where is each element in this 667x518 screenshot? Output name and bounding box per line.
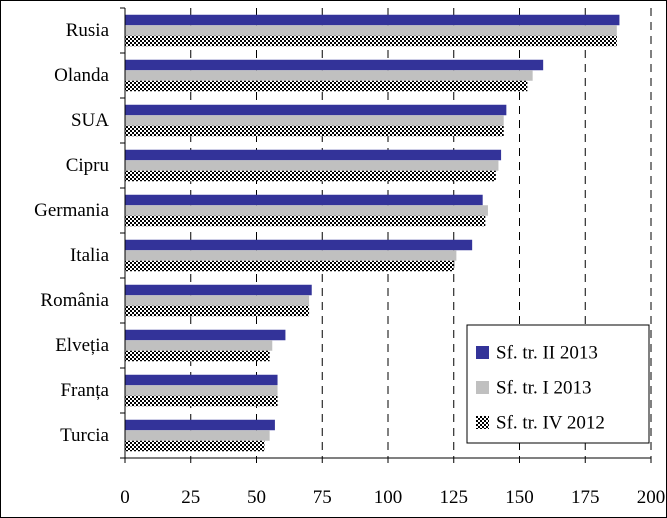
bar-italia-series-3 bbox=[125, 260, 454, 272]
bar-italia-series-1 bbox=[125, 239, 473, 251]
bar-rusia-series-2 bbox=[125, 25, 617, 36]
legend-label-3: Sf. tr. IV 2012 bbox=[496, 413, 605, 434]
bar-germania-series-3 bbox=[125, 215, 486, 227]
x-tick-label-175: 175 bbox=[571, 487, 600, 508]
category-label-olanda: Olanda bbox=[54, 65, 109, 86]
bar-olanda-series-3 bbox=[125, 80, 528, 92]
x-tick-label-75: 75 bbox=[313, 487, 332, 508]
x-tick-label-100: 100 bbox=[374, 487, 403, 508]
bar-rusia-series-1 bbox=[125, 14, 620, 26]
bar-turcia-series-3 bbox=[125, 440, 265, 452]
bar-sua-series-1 bbox=[125, 104, 507, 116]
bar-rusia-series-3 bbox=[125, 35, 617, 47]
category-label-germania: Germania bbox=[34, 200, 109, 221]
bar-romania-series-1 bbox=[125, 284, 312, 296]
category-label-elvetia: Elveția bbox=[55, 335, 109, 356]
x-tick-label-50: 50 bbox=[247, 487, 266, 508]
category-label-turcia: Turcia bbox=[60, 425, 109, 446]
bar-turcia-series-2 bbox=[125, 430, 270, 441]
category-label-romania: România bbox=[40, 290, 109, 311]
bar-cipru-series-3 bbox=[125, 170, 496, 182]
bar-olanda-series-2 bbox=[125, 70, 533, 81]
legend: Sf. tr. II 2013 Sf. tr. I 2013 Sf. tr. IV … bbox=[466, 324, 650, 444]
bar-germania-series-1 bbox=[125, 194, 483, 206]
category-label-rusia: Rusia bbox=[66, 20, 110, 41]
category-label-cipru: Cipru bbox=[66, 155, 110, 176]
bar-elvetia-series-1 bbox=[125, 329, 286, 341]
bar-italia-series-2 bbox=[125, 250, 457, 261]
category-label-sua: SUA bbox=[71, 110, 109, 131]
x-tick-label-150: 150 bbox=[505, 487, 534, 508]
legend-label-1: Sf. tr. II 2013 bbox=[496, 343, 598, 364]
category-label-italia: Italia bbox=[70, 245, 110, 266]
bar-franta-series-1 bbox=[125, 374, 278, 386]
bar-franta-series-3 bbox=[125, 395, 278, 407]
bar-cipru-series-1 bbox=[125, 149, 502, 161]
x-tick-label-0: 0 bbox=[120, 487, 130, 508]
legend-swatch-3 bbox=[476, 416, 489, 429]
bar-franta-series-2 bbox=[125, 385, 278, 396]
bar-sua-series-3 bbox=[125, 125, 504, 137]
legend-box bbox=[466, 324, 650, 444]
legend-swatch-2 bbox=[476, 381, 489, 394]
bar-cipru-series-2 bbox=[125, 160, 499, 171]
legend-label-2: Sf. tr. I 2013 bbox=[496, 378, 592, 399]
bar-elvetia-series-3 bbox=[125, 350, 270, 362]
bars bbox=[125, 14, 620, 452]
legend-swatch-1 bbox=[476, 346, 489, 359]
bar-turcia-series-1 bbox=[125, 419, 275, 431]
bar-olanda-series-1 bbox=[125, 59, 544, 71]
bar-germania-series-2 bbox=[125, 205, 488, 216]
bar-sua-series-2 bbox=[125, 115, 504, 126]
category-label-franta: Franța bbox=[60, 380, 109, 401]
bar-elvetia-series-2 bbox=[125, 340, 273, 351]
x-tick-label-125: 125 bbox=[440, 487, 469, 508]
axes: Rusia Olanda SUA Cipru Germania Italia România… bbox=[34, 7, 666, 508]
x-tick-label-200: 200 bbox=[637, 487, 666, 508]
bar-romania-series-2 bbox=[125, 295, 310, 306]
x-tick-label-25: 25 bbox=[181, 487, 200, 508]
bar-romania-series-3 bbox=[125, 305, 310, 317]
